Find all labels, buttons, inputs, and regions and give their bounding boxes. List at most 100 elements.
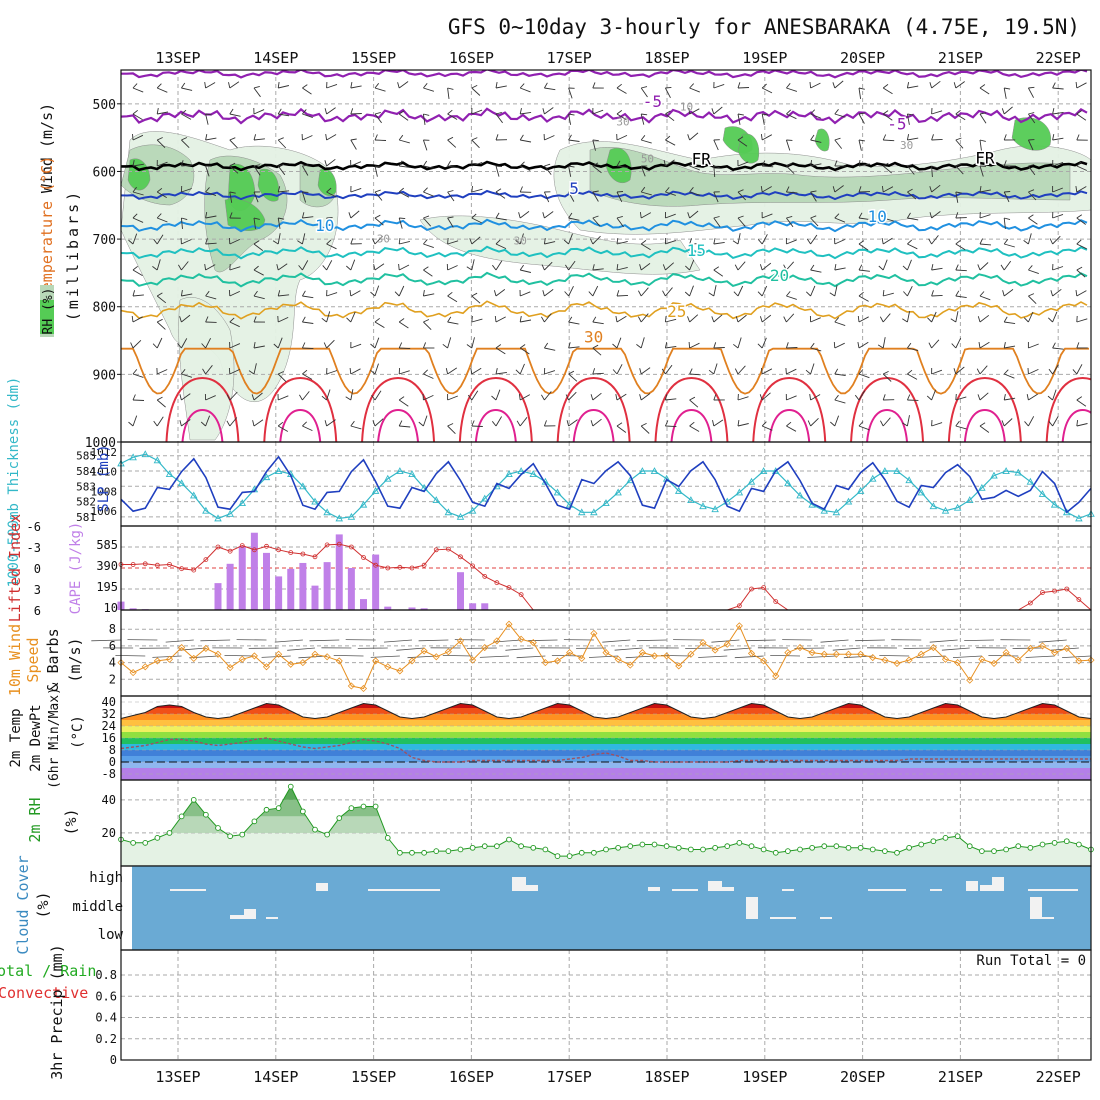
wind-barb [834,113,846,118]
wind-barb-flag [302,84,308,89]
wind-barb-flag [541,316,545,323]
wind-barb-flag [713,342,717,349]
wind-barb-flag [565,394,570,401]
wind-speed-marker [1063,644,1071,652]
wind-barb-flag [515,239,521,245]
wind-barb-flag [733,291,739,297]
cloud-high-bar [648,887,660,891]
wind-barb-flag [858,264,863,271]
thickness-marker [832,508,841,516]
wind-barb [979,341,990,349]
wind-barb [519,394,531,401]
surface-wind-barb [879,655,910,657]
wind-barb-flag [830,421,836,427]
wind-barb [689,210,699,219]
wind-barb-flag [638,316,642,323]
wind-speed-marker [359,684,368,693]
wind-barb-flag [858,160,861,167]
wind-barb-flag [810,160,813,167]
surface-wind-barb [614,647,643,651]
wind-barb [544,87,556,91]
wind-tick-label: 8 [109,622,116,636]
wind-barb [883,217,894,222]
wind-barb-flag [519,186,523,193]
wind-barb [447,337,452,349]
pressure-tick-label: 700 [93,233,116,248]
rh-marker [166,830,173,836]
cloud-high-bar [170,889,206,891]
cape-ylabel: CAPE (J/kg) [68,522,84,615]
rh-marker [627,843,634,850]
wind-barb-flag [926,395,932,401]
wind-barb [350,187,362,193]
wind-barb [931,311,937,323]
wind-barb [302,135,313,141]
bottom-date-label: 22SEP [1036,1068,1081,1086]
thickness-marker [602,499,610,507]
wind-speed-marker [978,655,986,663]
wind-barb-flag [857,342,860,349]
wind-barb [181,139,190,149]
surface-wind-barb [493,639,522,643]
wind-barb-flag [156,396,163,401]
wind-barb [955,269,967,272]
wind-barb-flag [519,316,522,323]
wind-speed-marker [990,659,998,668]
wind-barb-flag [688,107,691,115]
wind-barb-flag [253,217,260,220]
wind-barb [955,191,959,203]
wind-barb [640,367,651,375]
temp-color-band [121,696,1091,702]
wind-barb-flag [543,420,547,427]
wind-barb-flag [832,82,836,89]
thickness-marker [323,508,331,516]
wind-barb-flag [132,290,136,297]
wind-barb [883,292,894,297]
wind-barb [1052,311,1058,323]
wind-barb-flag [423,369,429,375]
wind-barb [568,139,580,142]
wind-barb [398,217,403,229]
wind-barb-flag [1076,342,1080,349]
surface-wind-barb [723,647,752,651]
surface-wind-barb [625,655,655,659]
wind-barb [495,191,506,199]
cloud-ylabel: Cloud Cover [14,855,32,954]
chart-title: GFS 0~10day 3-hourly for ANESBARAKA (4.7… [448,15,1080,39]
wind-barb [713,269,724,277]
wind-barb-flag [1075,290,1078,297]
surface-wind-barb [309,639,340,642]
wind-barb-flag [955,137,962,141]
wind-barb-flag [374,111,381,115]
wind-barb-flag [592,344,599,349]
temp-color-band [121,703,1091,708]
wind-barb [665,262,674,271]
wind-barb-flag [491,421,497,427]
wind-barb-flag [708,292,715,297]
rh-marker [833,843,840,850]
wind-barb [858,295,869,302]
wind-barb [1027,233,1032,245]
wind-barb-flag [834,137,841,141]
wind-barb [737,113,741,125]
cape-bar [250,532,258,610]
upper-air-ylabel-rh: RH (%) [41,288,56,335]
wind-barb [544,391,552,401]
wind-barb-flag [711,108,715,115]
wind-barb [665,113,675,122]
wind-barb [495,347,506,355]
wind-barb [834,399,846,404]
bottom-date-label: 18SEP [644,1068,689,1086]
wind-barb [471,217,482,224]
wind-barb-flag [372,420,376,427]
wind-barb-flag [542,108,545,115]
thickness-marker [917,488,926,496]
wind-barb [1028,113,1036,124]
wind-barb-flag [761,83,767,89]
wind-barb-flag [757,239,763,245]
wind-barb-flag [664,394,668,401]
rh-marker [615,844,621,851]
wind-barb [1052,288,1062,297]
wind-barb [616,217,624,228]
